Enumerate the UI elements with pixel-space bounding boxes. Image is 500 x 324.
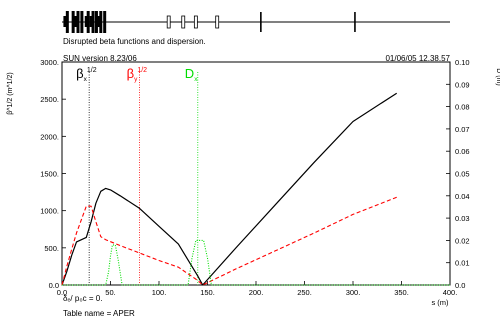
y-left-tick-label: 2500. [40, 95, 59, 104]
y-left-tick-label: 0.0 [49, 281, 59, 290]
lattice-magnet [76, 11, 80, 33]
lattice-magnet [193, 15, 198, 29]
marker-lines [88, 72, 199, 285]
lattice-magnet [166, 15, 171, 29]
axes: 0.0 50. 100. 150. 200. 250. 300. 350. 400.0.0500… [7, 58, 500, 307]
x-tick-label: 50. [105, 288, 115, 297]
x-tick-label: 300. [346, 288, 361, 297]
lattice-magnet [103, 11, 107, 33]
legend-entry: Dx [185, 66, 198, 83]
legend-entry: βx1/2 [76, 66, 97, 83]
x-tick-label: 250. [297, 288, 312, 297]
y-right-tick-label: 0.07 [455, 125, 470, 134]
y-left-tick-label: 3000. [40, 58, 59, 67]
plot-border [61, 61, 451, 286]
lattice-magnet [94, 11, 98, 33]
y-right-tick-label: 0.09 [455, 80, 470, 89]
footer-delta: δₑ/ p₀c = 0. [63, 294, 102, 303]
lattice-magnet [84, 16, 88, 27]
lattice-strip [62, 11, 450, 33]
lattice-magnet [89, 16, 93, 27]
lattice-magnet [97, 16, 101, 27]
y-right-tick-label: 0.10 [455, 58, 470, 67]
y-right-axis-label: D (m) [495, 68, 500, 86]
plot-frame [61, 61, 451, 286]
lattice-marker [260, 12, 262, 32]
x-tick-label: 200. [249, 288, 264, 297]
lattice-magnet [181, 15, 186, 29]
lattice-magnet [65, 11, 69, 33]
timestamp-label: 01/06/05 12.38.57 [385, 54, 450, 63]
chart-subtitle: Disrupted beta functions and dispersion. [63, 37, 206, 46]
series-line [62, 239, 450, 286]
x-axis-label: s (m) [431, 298, 449, 307]
lattice-marker [354, 12, 356, 32]
x-tick-label: 100. [152, 288, 167, 297]
series-line [61, 196, 397, 286]
x-tick-label: 0.0 [57, 288, 67, 297]
y-left-tick-label: 1000. [40, 207, 59, 216]
y-right-tick-label: 0.03 [455, 214, 470, 223]
version-label: SUN version 8.23/06 [63, 54, 137, 63]
x-tick-label: 400. [443, 288, 458, 297]
lattice-magnet [63, 16, 67, 27]
y-left-tick-label: 2000. [40, 132, 59, 141]
series-lines [61, 92, 450, 286]
lattice-magnet [71, 11, 75, 33]
y-left-tick-label: 500. [44, 244, 59, 253]
y-right-tick-label: 0.02 [455, 236, 470, 245]
y-right-tick-label: 0.06 [455, 147, 470, 156]
lattice-magnet [74, 16, 78, 27]
lattice-magnet [215, 15, 220, 29]
lattice-magnet [80, 11, 84, 33]
series-line [61, 92, 398, 286]
y-right-tick-label: 0.04 [455, 192, 470, 201]
y-left-axis-label: β^1/2 (m^1/2) [7, 72, 14, 115]
footer-table: Table name = APER [63, 309, 135, 318]
y-right-tick-label: 0.08 [455, 103, 470, 112]
lattice-magnet [86, 11, 90, 33]
legend-entry: βy1/2 [127, 66, 148, 83]
x-tick-label: 350. [394, 288, 409, 297]
y-right-tick-label: 0.0 [455, 281, 465, 290]
x-tick-label: 150. [200, 288, 215, 297]
y-right-tick-label: 0.05 [455, 170, 470, 179]
lattice-magnet [99, 11, 103, 33]
lattice-magnet [91, 11, 95, 33]
y-right-tick-label: 0.01 [455, 259, 470, 268]
legend: βx1/2 βy1/2 Dx [76, 66, 198, 83]
y-left-tick-label: 1500. [40, 170, 59, 179]
